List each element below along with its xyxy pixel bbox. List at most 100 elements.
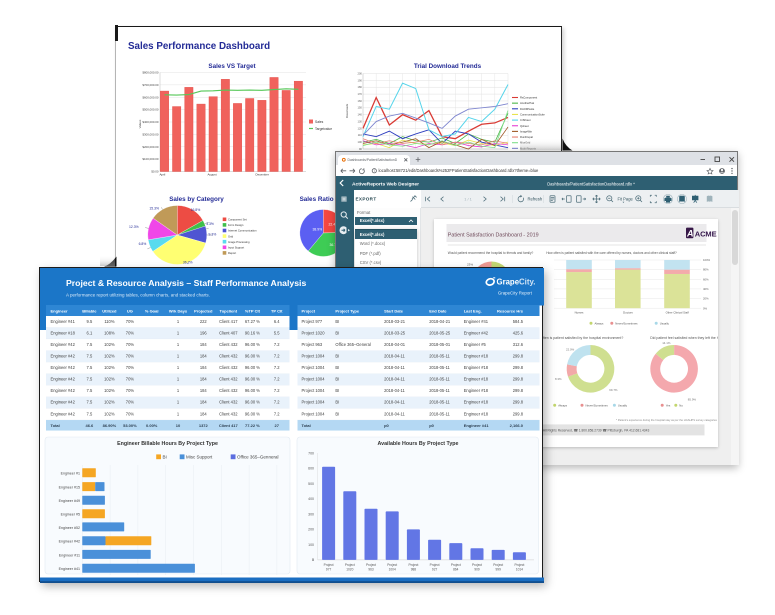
svg-text:Patient Satisfaction Dashboard: Patient Satisfaction Dashboard - 2019 bbox=[448, 233, 539, 239]
svg-text:Other Clinical Staff: Other Clinical Staff bbox=[666, 311, 689, 315]
svg-text:Fit Page: Fit Page bbox=[618, 197, 634, 202]
svg-text:140: 140 bbox=[358, 113, 363, 117]
svg-text:Project 1020: Project 1020 bbox=[302, 330, 326, 335]
svg-text:2018-04-01: 2018-04-01 bbox=[384, 342, 406, 347]
svg-text:Engineer #42: Engineer #42 bbox=[51, 353, 76, 358]
svg-text:$400,000.00: $400,000.00 bbox=[142, 120, 158, 124]
svg-text:BI: BI bbox=[335, 388, 339, 393]
svg-text:299.8: 299.8 bbox=[513, 411, 524, 416]
svg-text:Client 407: Client 407 bbox=[219, 330, 238, 335]
svg-text:70%: 70% bbox=[126, 353, 135, 358]
svg-text:22.0%: 22.0% bbox=[566, 348, 575, 352]
svg-text:p0: p0 bbox=[384, 423, 389, 428]
svg-text:96.00 %: 96.00 % bbox=[245, 365, 260, 370]
svg-text:2018-05-11: 2018-05-11 bbox=[429, 365, 450, 370]
svg-text:36.2%: 36.2% bbox=[183, 261, 193, 265]
svg-text:70%: 70% bbox=[126, 377, 135, 382]
svg-text:184: 184 bbox=[200, 388, 208, 393]
svg-text:864: 864 bbox=[453, 567, 459, 571]
svg-text:9.3%: 9.3% bbox=[209, 233, 217, 237]
svg-text:Last Eng.: Last Eng. bbox=[464, 308, 482, 313]
svg-text:BI: BI bbox=[335, 365, 339, 370]
svg-text:7.2: 7.2 bbox=[274, 400, 280, 405]
svg-text:6.4: 6.4 bbox=[274, 319, 280, 324]
svg-text:Project 1004: Project 1004 bbox=[302, 400, 326, 405]
svg-text:BI: BI bbox=[335, 353, 339, 358]
svg-text:988: 988 bbox=[411, 567, 417, 571]
svg-text:2018-05-01: 2018-05-01 bbox=[429, 342, 451, 347]
svg-text:Qsheet: Qsheet bbox=[520, 124, 529, 128]
svg-text:BI: BI bbox=[335, 411, 339, 416]
svg-text:Engineer #42: Engineer #42 bbox=[51, 377, 76, 382]
svg-text:* Patient's experience during: * Patient's experience during the hospit… bbox=[616, 418, 717, 422]
svg-text:2018-04-11: 2018-04-11 bbox=[384, 365, 405, 370]
svg-text:96.00 %: 96.00 % bbox=[245, 377, 260, 382]
svg-text:Engineer #5: Engineer #5 bbox=[464, 342, 487, 347]
svg-text:108%: 108% bbox=[104, 330, 115, 335]
svg-text:85.9%: 85.9% bbox=[688, 398, 697, 402]
svg-text:Client 432: Client 432 bbox=[219, 342, 238, 347]
svg-text:Multi-Reports: Multi-Reports bbox=[520, 146, 537, 150]
svg-text:67.27 %: 67.27 % bbox=[245, 319, 260, 324]
svg-text:584.5: 584.5 bbox=[513, 319, 524, 324]
svg-text:localhost:58721/edit/Dashboard: localhost:58721/edit/Dashboards%252FPati… bbox=[379, 168, 540, 173]
svg-text:Available Hours By Project Typ: Available Hours By Project Type bbox=[378, 441, 459, 447]
svg-text:Engineer #41: Engineer #41 bbox=[51, 319, 76, 324]
svg-text:Client 432: Client 432 bbox=[219, 377, 238, 382]
svg-text:184: 184 bbox=[200, 342, 208, 347]
svg-text:8.3%: 8.3% bbox=[555, 377, 562, 381]
svg-text:Projected: Projected bbox=[194, 308, 213, 313]
svg-text:36.7%: 36.7% bbox=[330, 243, 340, 247]
svg-text:90.16 %: 90.16 % bbox=[245, 330, 260, 335]
svg-text:312.6: 312.6 bbox=[513, 342, 524, 347]
svg-text:Image Processing: Image Processing bbox=[228, 240, 250, 244]
svg-text:Project: Project bbox=[302, 308, 316, 313]
svg-text:3.3%: 3.3% bbox=[206, 222, 214, 226]
svg-text:196: 196 bbox=[200, 330, 208, 335]
svg-text:60%: 60% bbox=[703, 277, 709, 281]
svg-text:Refresh: Refresh bbox=[528, 197, 543, 202]
svg-text:110: 110 bbox=[358, 133, 363, 137]
svg-text:Project 1004: Project 1004 bbox=[302, 411, 326, 416]
svg-text:ACME: ACME bbox=[695, 230, 717, 239]
svg-text:BI: BI bbox=[335, 319, 339, 324]
svg-text:RunDrupal: RunDrupal bbox=[520, 135, 533, 139]
svg-text:Engineer: Engineer bbox=[51, 308, 69, 313]
svg-text:Total: Total bbox=[302, 423, 311, 428]
svg-text:Dashboards/PatientSatisfaction: Dashboards/PatientSatisfactionD bbox=[348, 158, 398, 162]
svg-text:160: 160 bbox=[358, 99, 363, 103]
svg-text:1020: 1020 bbox=[346, 567, 353, 571]
svg-text:299.8: 299.8 bbox=[513, 365, 524, 370]
svg-text:130: 130 bbox=[358, 119, 363, 123]
svg-text:Dashboards/PatientSatisfaction: Dashboards/PatientSatisfactionDashboard.… bbox=[547, 181, 635, 186]
svg-text:2018-04-11: 2018-04-11 bbox=[384, 411, 405, 416]
svg-text:TP Clt: TP Clt bbox=[271, 308, 283, 313]
svg-text:Never/Sometimes: Never/Sometimes bbox=[586, 404, 609, 408]
svg-text:77.22 %: 77.22 % bbox=[245, 423, 260, 428]
svg-text:Internet Communication: Internet Communication bbox=[228, 229, 257, 233]
svg-text:Engineer #49: Engineer #49 bbox=[59, 499, 80, 503]
svg-text:2018-05-25: 2018-05-25 bbox=[429, 330, 451, 335]
svg-text:$300,000.00: $300,000.00 bbox=[142, 132, 158, 136]
svg-text:Project Type: Project Type bbox=[335, 308, 359, 313]
svg-text:Project 977: Project 977 bbox=[302, 319, 323, 324]
svg-text:1: 1 bbox=[177, 377, 180, 382]
svg-text:96.00 %: 96.00 % bbox=[245, 342, 260, 347]
svg-text:2018-04-11: 2018-04-11 bbox=[384, 353, 405, 358]
svg-text:Yes: Yes bbox=[666, 404, 671, 408]
svg-text:96.00 %: 96.00 % bbox=[245, 353, 260, 358]
svg-text:150: 150 bbox=[358, 106, 363, 110]
svg-text:Usually: Usually bbox=[660, 322, 670, 326]
svg-text:Never/Sometimes: Never/Sometimes bbox=[615, 322, 638, 326]
svg-text:CrlSheet: CrlSheet bbox=[520, 118, 531, 122]
svg-text:70%: 70% bbox=[126, 319, 135, 324]
svg-text:102%: 102% bbox=[104, 342, 115, 347]
svg-text:102%: 102% bbox=[104, 411, 115, 416]
svg-text:2,166.0: 2,166.0 bbox=[510, 423, 524, 428]
svg-text:Sales by Category: Sales by Category bbox=[169, 196, 224, 203]
svg-text:102%: 102% bbox=[104, 353, 115, 358]
svg-text:CommunicationSuite: CommunicationSuite bbox=[520, 112, 545, 116]
svg-text:190: 190 bbox=[358, 78, 363, 82]
svg-text:2018-05-11: 2018-05-11 bbox=[429, 411, 450, 416]
svg-text:Resource Hrs: Resource Hrs bbox=[497, 308, 524, 313]
